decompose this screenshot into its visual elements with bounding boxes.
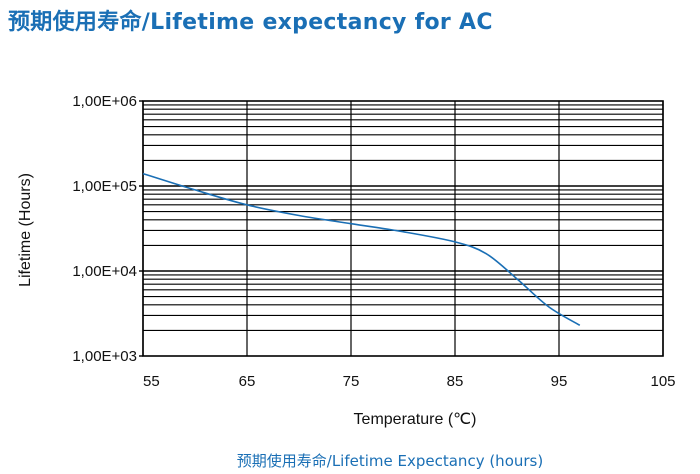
chart-caption: 预期使用寿命/Lifetime Expectancy (hours) [236, 452, 544, 470]
x-axis-label: Temperature (℃) [354, 411, 477, 428]
x-tick-label: 65 [239, 373, 256, 390]
grid [142, 100, 664, 357]
x-tick-label: 85 [447, 373, 464, 390]
y-tick-labels: 1,00E+03 1,00E+04 1,00E+05 1,00E+06 [72, 93, 143, 365]
x-tick-label: 55 [143, 373, 160, 390]
x-tick-label: 105 [650, 373, 675, 390]
y-tick-label: 1,00E+05 [72, 178, 137, 195]
y-tick-label: 1,00E+03 [72, 348, 137, 365]
series-line-0 [142, 172, 581, 326]
series-layer [142, 172, 581, 326]
y-tick-label: 1,00E+06 [72, 93, 137, 110]
y-axis-label: Lifetime (Hours) [17, 173, 34, 287]
x-tick-label: 75 [343, 373, 360, 390]
x-tick-labels: 55 65 75 85 95 105 [143, 373, 676, 390]
page-title: 预期使用寿命/Lifetime expectancy for AC [8, 10, 493, 35]
x-tick-label: 95 [551, 373, 568, 390]
y-tick-label: 1,00E+04 [72, 263, 137, 280]
plot-frame [142, 100, 664, 357]
